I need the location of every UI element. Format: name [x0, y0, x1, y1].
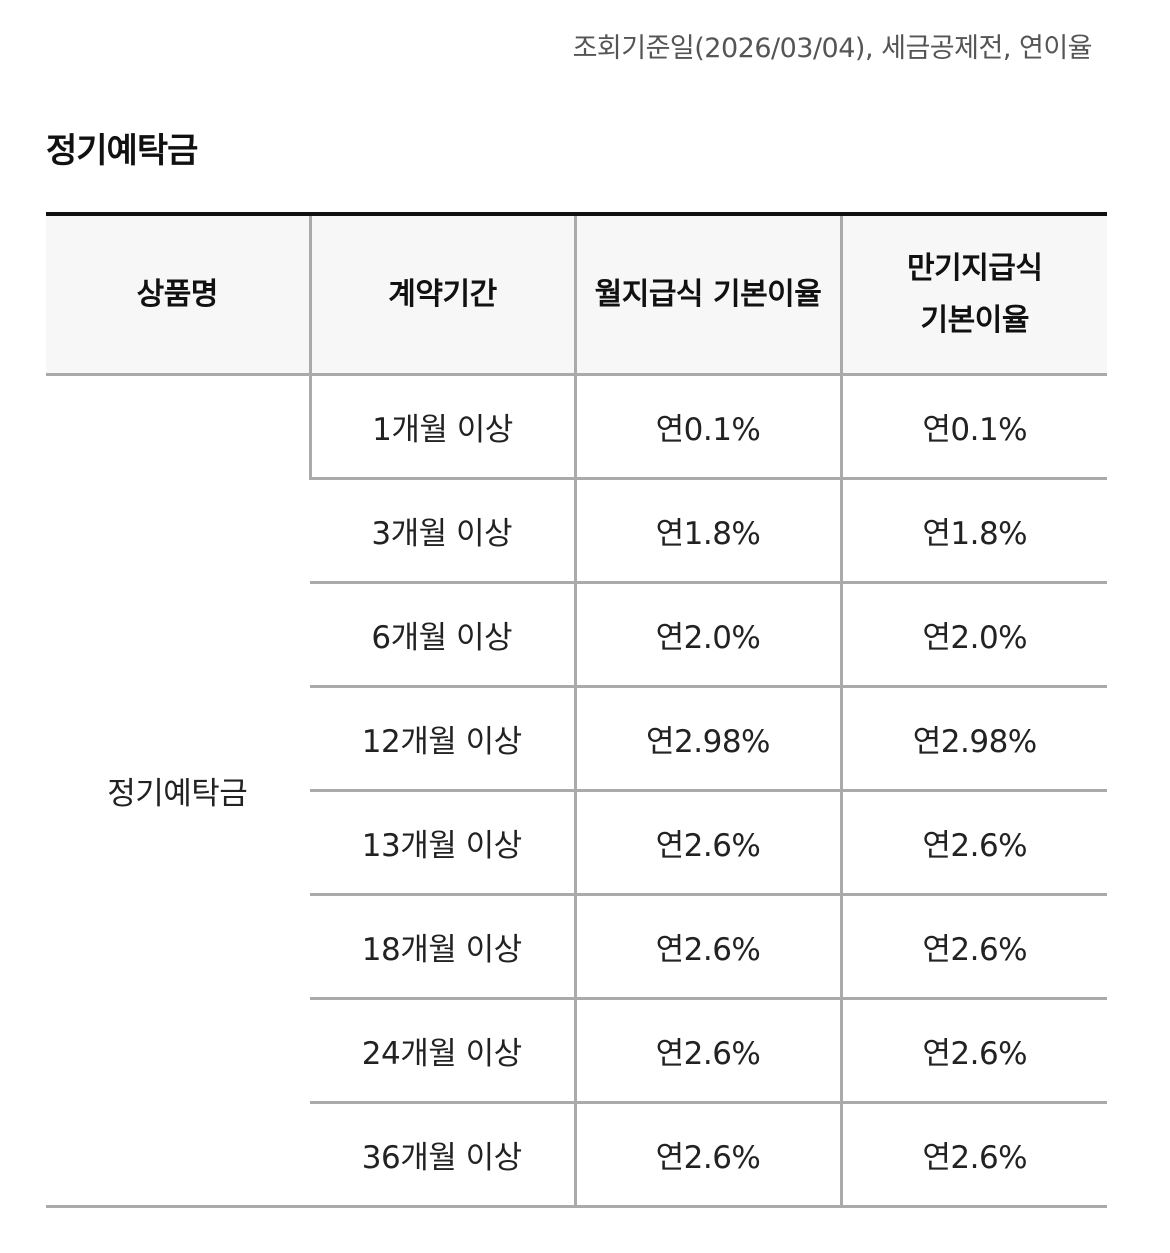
notice-text: 조회기준일(2026/03/04), 세금공제전, 연이율 — [572, 33, 1093, 64]
period-cell: 13개월 이상 — [310, 790, 575, 896]
maturity-rate-cell: 연2.6% — [839, 998, 1107, 1104]
monthly-rate-cell: 연2.6% — [573, 894, 841, 1000]
maturity-rate-cell: 연2.6% — [839, 894, 1107, 1000]
product-name-cell: 정기예탁금 — [46, 374, 310, 1208]
header-product: 상품명 — [46, 214, 310, 376]
monthly-rate-cell: 연0.1% — [573, 374, 841, 480]
table-row: 정기예탁금 1개월 이상 연0.1% 연0.1% — [46, 374, 1107, 1208]
period-cell: 24개월 이상 — [310, 998, 575, 1104]
interest-rate-table: 상품명 계약기간 월지급식 기본이율 만기지급식 기본이율 정기예탁금 1개월 … — [46, 212, 1107, 1208]
table-row: 36개월 이상 연2.6% 연2.6% — [46, 1102, 1107, 1207]
header-maturity-rate: 만기지급식 기본이율 — [839, 214, 1107, 376]
monthly-rate-cell: 연2.6% — [573, 1102, 841, 1207]
maturity-rate-cell: 연1.8% — [839, 478, 1107, 584]
monthly-rate-cell: 연2.98% — [573, 686, 841, 792]
table-row: 3개월 이상 연1.8% 연1.8% — [46, 478, 1107, 584]
monthly-rate-cell: 연1.8% — [573, 478, 841, 584]
table-row: 12개월 이상 연2.98% 연2.98% — [46, 686, 1107, 792]
section-title: 정기예탁금 — [46, 131, 198, 171]
monthly-rate-cell: 연2.0% — [573, 582, 841, 688]
header-monthly-rate: 월지급식 기본이율 — [573, 214, 841, 376]
monthly-rate-cell: 연2.6% — [573, 998, 841, 1104]
table-row: 13개월 이상 연2.6% 연2.6% — [46, 790, 1107, 896]
period-cell: 3개월 이상 — [310, 478, 575, 584]
period-cell: 6개월 이상 — [310, 582, 575, 688]
maturity-rate-cell: 연2.6% — [839, 790, 1107, 896]
table-row: 24개월 이상 연2.6% 연2.6% — [46, 998, 1107, 1104]
maturity-rate-cell: 연2.98% — [839, 686, 1107, 792]
period-cell: 1개월 이상 — [308, 374, 575, 480]
table-row: 6개월 이상 연2.0% 연2.0% — [46, 582, 1107, 688]
maturity-rate-cell: 연2.6% — [839, 1102, 1107, 1207]
monthly-rate-cell: 연2.6% — [573, 790, 841, 896]
table-row: 18개월 이상 연2.6% 연2.6% — [46, 894, 1107, 1000]
period-cell: 12개월 이상 — [310, 686, 575, 792]
header-period: 계약기간 — [308, 214, 575, 376]
period-cell: 18개월 이상 — [310, 894, 575, 1000]
table-header-row: 상품명 계약기간 월지급식 기본이율 만기지급식 기본이율 — [46, 214, 1107, 376]
period-cell: 36개월 이상 — [361, 1140, 522, 1176]
maturity-rate-cell: 연0.1% — [839, 374, 1107, 480]
maturity-rate-cell: 연2.0% — [839, 582, 1107, 688]
